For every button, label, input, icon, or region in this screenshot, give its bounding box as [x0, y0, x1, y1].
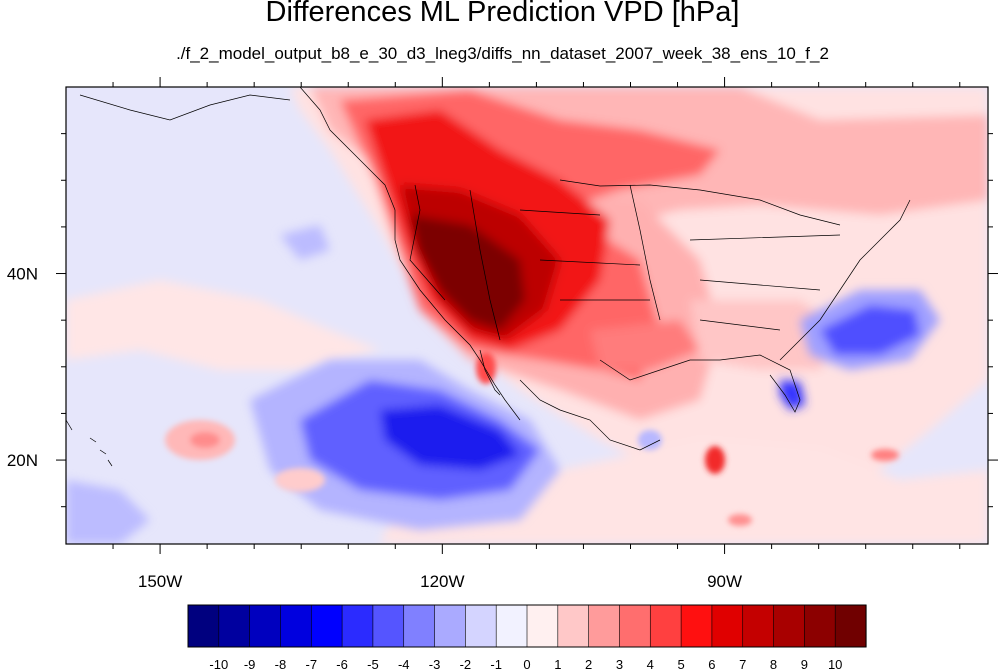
map-subtitle: ./f_2_model_output_b8_e_30_d3_lneg3/diff…: [176, 44, 829, 63]
colorbar-swatch: [310, 604, 343, 648]
colorbar-swatch: [280, 604, 312, 648]
region-pos-faint-tropics: [380, 440, 988, 544]
patch-pos-hawaii-core: [190, 432, 220, 448]
map-title: Differences ML Prediction VPD [hPa]: [265, 0, 740, 28]
colorbar-label: 6: [708, 657, 715, 672]
colorbar-swatch: [619, 604, 651, 648]
colorbar-label: 7: [739, 657, 746, 672]
colorbar-swatch: [588, 604, 621, 648]
colorbar-label: -5: [367, 657, 379, 672]
colorbar-label: 9: [801, 657, 808, 672]
colorbar-swatch: [249, 604, 282, 648]
data-field: [66, 87, 988, 544]
region-pos-mid-gulf: [590, 320, 700, 370]
colorbar-label: -9: [244, 657, 256, 672]
region-pos-max: [410, 215, 525, 330]
colorbar-label: -2: [460, 657, 472, 672]
colorbar-swatch: [341, 604, 374, 648]
plot-frame: [65, 86, 989, 545]
region-pos-light-east: [690, 300, 840, 370]
colorbar-swatch: [187, 604, 220, 648]
colorbar-label: -1: [490, 657, 502, 672]
patch-neg-yucatan: [638, 430, 662, 450]
colorbar-label: -10: [209, 657, 228, 672]
colorbar-swatch: [711, 604, 744, 648]
colorbar-label: 3: [616, 657, 623, 672]
colorbar-swatch: [773, 604, 805, 648]
colorbar-label: 1: [554, 657, 561, 672]
colorbar-swatch: [742, 604, 775, 648]
colorbar-label: -3: [429, 657, 441, 672]
colorbar-label: -4: [398, 657, 410, 672]
colorbar-label: -7: [305, 657, 317, 672]
colorbar-label: 8: [770, 657, 777, 672]
patch-pos-tropics: [728, 514, 752, 526]
patch-pos-caribbean: [705, 446, 725, 474]
region-neg-light-nw: [280, 225, 330, 260]
colorbar-swatch: [465, 604, 497, 648]
map-axes: 150W 120W 90W 40N 20N: [7, 77, 998, 591]
colorbar-label: 4: [647, 657, 654, 672]
colorbar-swatch: [557, 604, 590, 648]
colorbar-label: 2: [585, 657, 592, 672]
colorbar-label: 10: [828, 657, 842, 672]
colorbar-swatch: [680, 604, 713, 648]
coastlines: [66, 87, 911, 467]
colorbar-frame: [187, 604, 867, 648]
region-neg-mid-atlantic: [820, 305, 920, 355]
colorbar-swatch: [526, 604, 559, 648]
colorbar-label: 0: [523, 657, 530, 672]
colorbar-swatch: [434, 604, 466, 648]
patch-pos-caribbean-2: [871, 449, 899, 461]
colorbar-swatch: [834, 604, 867, 648]
colorbar-label: -8: [275, 657, 287, 672]
lon-tick-label: 150W: [138, 572, 182, 591]
patch-pos-central-pac: [275, 468, 325, 492]
colorbar-swatch: [495, 604, 528, 648]
lat-tick-label: 40N: [7, 265, 38, 284]
colorbar: -10 -9 -8 -7 -6 -5 -4 -3 -2 -1 0 1 2 3 4 5 6 7 8 9 10: [187, 604, 867, 672]
region-neg-light-sw: [66, 480, 150, 544]
colorbar-swatch: [403, 604, 436, 648]
colorbar-label: -6: [336, 657, 348, 672]
lon-tick-label: 90W: [707, 572, 742, 591]
region-neg-strong-pacific: [380, 405, 520, 470]
region-pos-faint-sw: [66, 280, 380, 370]
colorbar-swatch: [804, 604, 836, 648]
colorbar-swatch: [649, 604, 682, 648]
colorbar-swatch: [218, 604, 251, 648]
lon-tick-label: 120W: [420, 572, 464, 591]
lat-tick-label: 20N: [7, 451, 38, 470]
patch-pos-baja: [476, 352, 496, 384]
colorbar-label: 5: [677, 657, 684, 672]
colorbar-swatch: [372, 604, 405, 648]
